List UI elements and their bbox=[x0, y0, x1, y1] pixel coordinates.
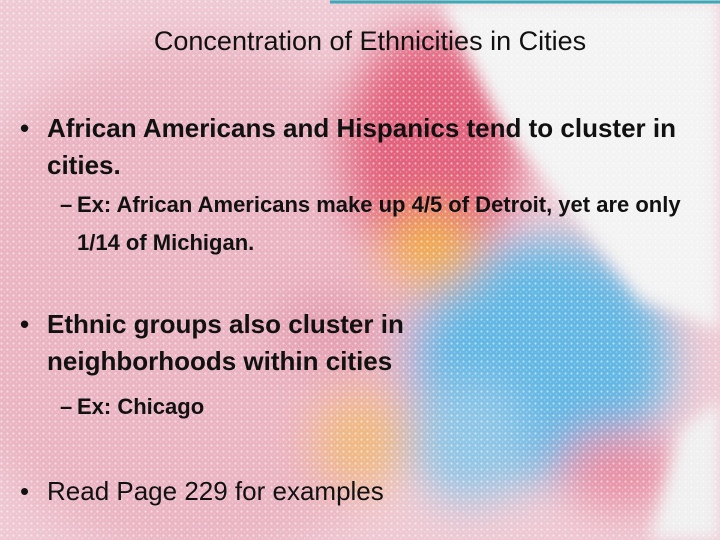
bullet: African Americans and Hispanics tend to … bbox=[20, 110, 687, 184]
slide-title: Concentration of Ethnicities in Cities bbox=[153, 26, 587, 56]
sub-bullet: Ex: Chicago bbox=[60, 388, 477, 426]
bullet: Ethnic groups also cluster in neighborho… bbox=[20, 306, 507, 380]
bullet: Read Page 229 for examples bbox=[20, 473, 647, 510]
sub-bullet: Ex: African Americans make up 4/5 of Det… bbox=[60, 186, 697, 262]
